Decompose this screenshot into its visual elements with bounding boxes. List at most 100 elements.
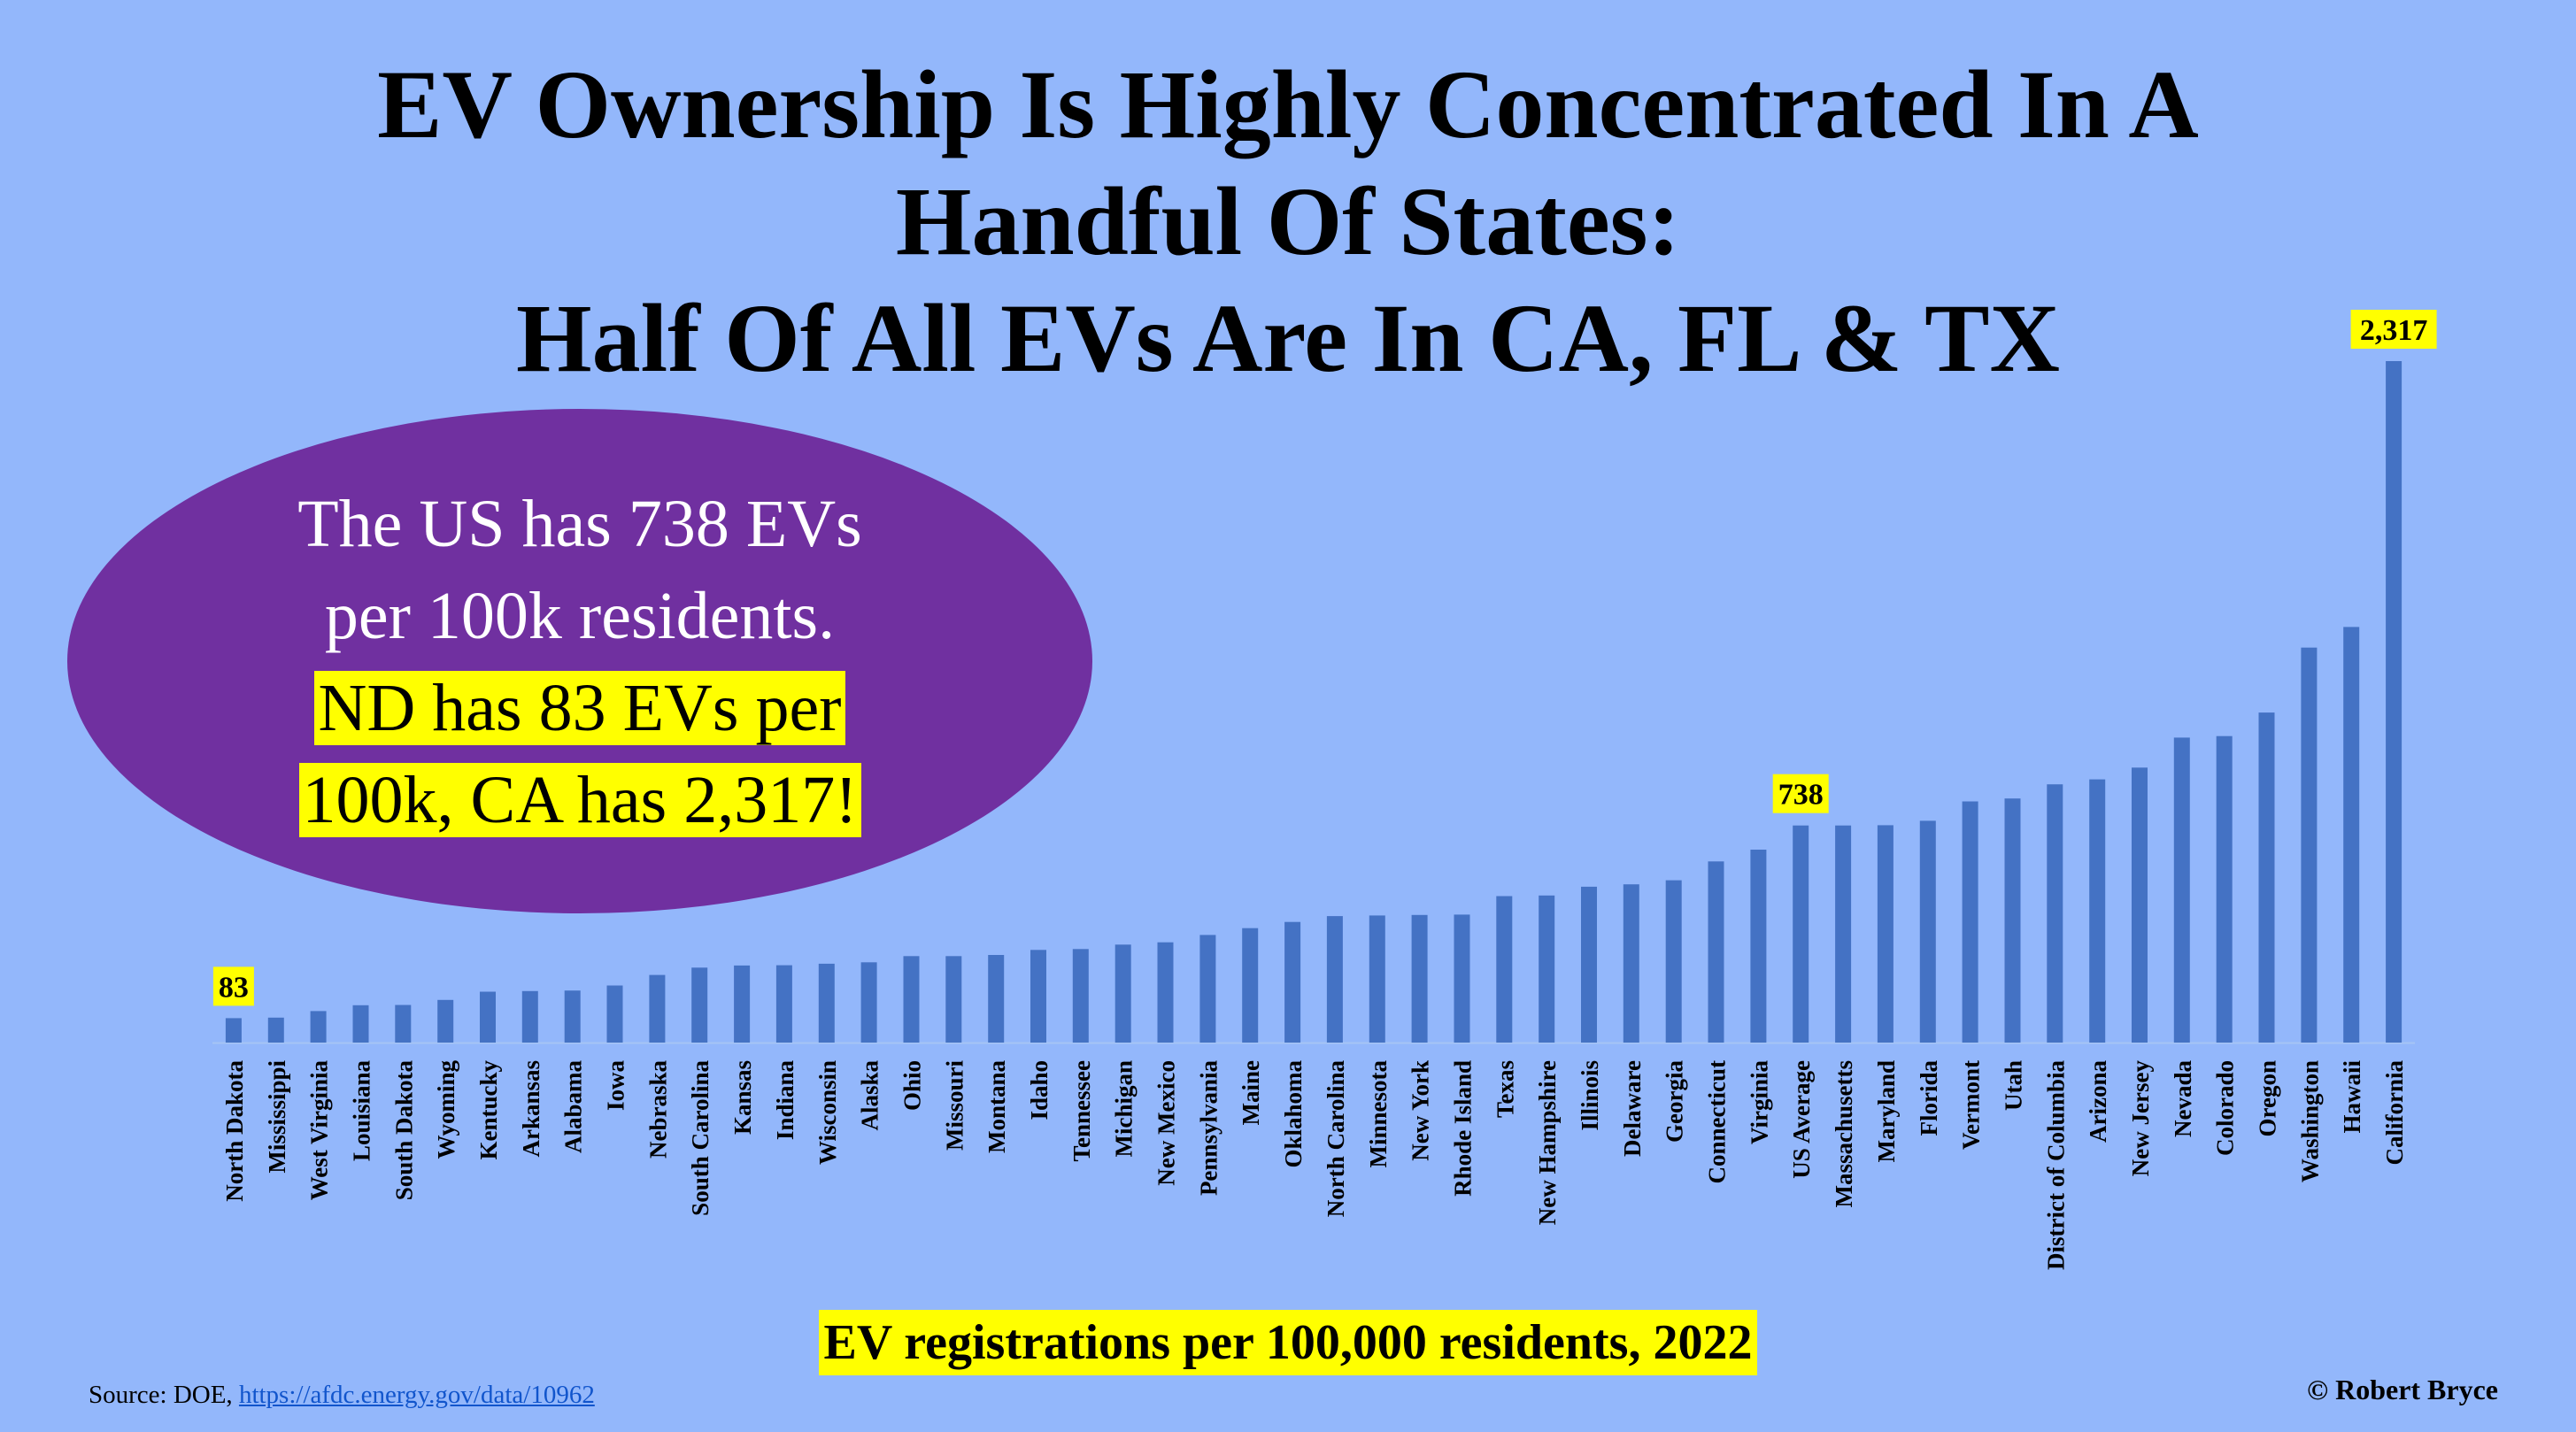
data-label-bg-us-average: [1772, 774, 1829, 813]
bar-illinois: [1581, 886, 1597, 1043]
title-line-1: EV Ownership Is Highly Concentrated In A: [377, 50, 2199, 158]
x-tick-label-virginia: Virginia: [1746, 1060, 1772, 1145]
bar-north-dakota: [225, 1018, 242, 1043]
bar-texas: [1496, 896, 1513, 1043]
x-tick-label-tennessee: Tennessee: [1068, 1060, 1095, 1162]
x-tick-label-north-carolina: North Carolina: [1323, 1060, 1349, 1218]
x-tick-label-ohio: Ohio: [899, 1060, 926, 1111]
bar-kansas: [734, 965, 751, 1043]
callout-line-3: ND has 83 EVs per: [314, 671, 845, 745]
bar-pennsylvania: [1199, 935, 1216, 1043]
bar-wisconsin: [818, 963, 835, 1043]
bar-idaho: [1030, 950, 1046, 1043]
x-tick-label-nevada: Nevada: [2170, 1060, 2196, 1137]
bar-connecticut: [1708, 861, 1724, 1043]
x-tick-label-south-dakota: South Dakota: [390, 1060, 417, 1201]
bar-new-york: [1411, 914, 1428, 1043]
chart-title: EV Ownership Is Highly Concentrated In A…: [0, 46, 2576, 396]
data-label-north-dakota: 83: [219, 971, 249, 1004]
bar-north-carolina: [1326, 916, 1343, 1043]
bar-oklahoma: [1284, 921, 1301, 1043]
source-note: Source: DOE, https://afdc.energy.gov/dat…: [89, 1381, 595, 1410]
bar-colorado: [2216, 735, 2233, 1043]
bar-california: [2386, 361, 2402, 1043]
x-tick-label-illinois: Illinois: [1577, 1060, 1603, 1131]
bar-arkansas: [521, 990, 538, 1043]
x-tick-label-connecticut: Connecticut: [1704, 1060, 1731, 1183]
bar-wyoming: [437, 999, 454, 1043]
x-tick-label-georgia: Georgia: [1662, 1060, 1688, 1143]
x-tick-label-mississippi: Mississippi: [264, 1060, 290, 1174]
x-tick-label-south-carolina: South Carolina: [687, 1060, 713, 1216]
bar-louisiana: [352, 1005, 369, 1043]
bar-rhode-island: [1454, 914, 1470, 1043]
x-tick-label-hawaii: Hawaii: [2339, 1060, 2365, 1134]
bar-indiana: [775, 965, 792, 1043]
x-tick-label-montana: Montana: [983, 1060, 1010, 1154]
data-label-california: 2,317: [2360, 314, 2428, 347]
callout-line-2: per 100k residents.: [324, 579, 836, 653]
x-tick-label-west-virginia: West Virginia: [306, 1060, 333, 1201]
x-tick-label-louisiana: Louisiana: [349, 1060, 375, 1162]
bar-arizona: [2089, 779, 2106, 1043]
x-tick-label-wisconsin: Wisconsin: [814, 1060, 841, 1165]
x-tick-label-kentucky: Kentucky: [475, 1060, 502, 1160]
x-tick-label-massachusetts: Massachusetts: [1831, 1060, 1857, 1208]
x-tick-label-texas: Texas: [1492, 1060, 1518, 1118]
x-tick-label-michigan: Michigan: [1111, 1060, 1138, 1158]
bar-alaska: [860, 962, 877, 1043]
x-tick-label-us-average: US Average: [1788, 1060, 1815, 1179]
x-tick-label-north-dakota: North Dakota: [221, 1060, 248, 1202]
x-tick-label-utah: Utah: [2001, 1060, 2027, 1111]
callout-line-4: 100k, CA has 2,317!: [298, 763, 861, 837]
x-tick-label-new-york: New York: [1408, 1060, 1434, 1161]
x-tick-label-maine: Maine: [1238, 1060, 1264, 1126]
x-tick-label-missouri: Missouri: [941, 1060, 968, 1151]
x-tick-label-kansas: Kansas: [729, 1060, 756, 1135]
bar-montana: [988, 955, 1005, 1043]
x-tick-label-idaho: Idaho: [1026, 1060, 1053, 1120]
x-tick-label-colorado: Colorado: [2212, 1060, 2239, 1156]
bar-missouri: [945, 956, 962, 1043]
callout-line-1: The US has 738 EVs: [297, 487, 862, 561]
x-tick-label-minnesota: Minnesota: [1365, 1060, 1392, 1168]
bar-west-virginia: [310, 1011, 327, 1043]
bar-nebraska: [649, 974, 666, 1043]
bar-maine: [1242, 928, 1259, 1043]
x-tick-label-indiana: Indiana: [772, 1060, 798, 1141]
x-axis-label-container: EV registrations per 100,000 residents, …: [0, 1310, 2576, 1375]
source-label: Source: DOE,: [89, 1381, 233, 1409]
bar-nevada: [2173, 737, 2190, 1043]
title-line-3: Half Of All EVs Are In CA, FL & TX: [516, 284, 2060, 392]
bar-south-carolina: [691, 967, 708, 1043]
x-tick-label-vermont: Vermont: [1958, 1060, 1985, 1150]
x-tick-label-nebraska: Nebraska: [644, 1060, 671, 1159]
x-tick-label-rhode-island: Rhode Island: [1450, 1060, 1477, 1197]
title-line-2: Handful Of States:: [895, 167, 1681, 275]
x-tick-label-pennsylvania: Pennsylvania: [1195, 1060, 1222, 1197]
x-tick-label-arkansas: Arkansas: [518, 1060, 544, 1158]
bar-hawaii: [2343, 627, 2360, 1043]
x-tick-label-maryland: Maryland: [1873, 1060, 1900, 1163]
bar-tennessee: [1072, 949, 1089, 1043]
bar-alabama: [564, 990, 581, 1043]
x-tick-label-washington: Washington: [2296, 1060, 2323, 1182]
bar-florida: [1919, 820, 1936, 1043]
data-label-bg-california: [2350, 310, 2437, 349]
x-tick-label-oklahoma: Oklahoma: [1280, 1060, 1307, 1168]
copyright-note: © Robert Bryce: [2307, 1374, 2498, 1405]
bar-maryland: [1877, 825, 1893, 1043]
bar-virginia: [1750, 850, 1767, 1043]
x-tick-label-district-of-columbia: District of Columbia: [2042, 1060, 2069, 1270]
x-tick-label-california: California: [2381, 1060, 2408, 1166]
source-link[interactable]: https://afdc.energy.gov/data/10962: [238, 1381, 595, 1409]
x-tick-label-florida: Florida: [1916, 1060, 1942, 1136]
bar-delaware: [1623, 884, 1639, 1043]
bar-minnesota: [1369, 915, 1385, 1043]
x-tick-label-alaska: Alaska: [857, 1060, 883, 1131]
x-tick-label-oregon: Oregon: [2255, 1060, 2281, 1137]
bar-georgia: [1665, 880, 1682, 1043]
x-tick-label-arizona: Arizona: [2085, 1060, 2111, 1143]
bar-oregon: [2258, 712, 2275, 1043]
x-tick-label-iowa: Iowa: [603, 1060, 629, 1112]
